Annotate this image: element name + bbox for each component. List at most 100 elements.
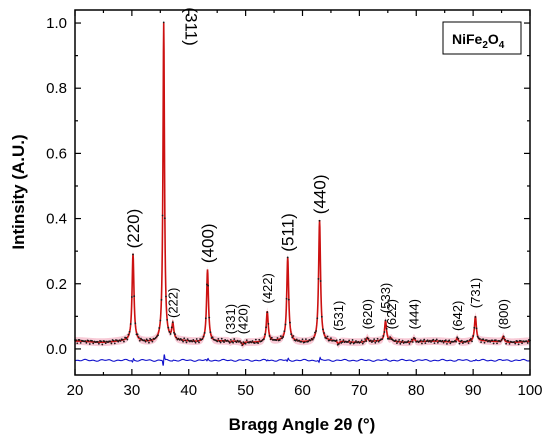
- observed-point: [383, 331, 386, 333]
- observed-point: [507, 340, 510, 342]
- observed-point: [166, 319, 169, 321]
- observed-point: [171, 321, 174, 324]
- y-tick-label: 0.6: [46, 145, 67, 162]
- observed-point: [101, 343, 104, 346]
- y-axis-title: Intinsity (A.U.): [9, 134, 28, 249]
- observed-point: [289, 321, 291, 324]
- observed-point: [76, 342, 79, 345]
- observed-point: [491, 339, 494, 342]
- observed-point: [500, 338, 503, 341]
- observed-point: [360, 339, 363, 342]
- x-tick-label: 20: [67, 382, 84, 399]
- observed-point: [364, 338, 366, 340]
- observed-point: [182, 340, 184, 343]
- peak-label: (440): [311, 175, 330, 215]
- observed-point: [163, 217, 166, 220]
- observed-point: [254, 338, 257, 341]
- observed-point: [123, 340, 125, 343]
- observed-point: [298, 339, 300, 342]
- peak-label: (422): [260, 273, 275, 303]
- observed-point: [382, 335, 385, 337]
- observed-point: [514, 342, 517, 345]
- observed-point: [375, 340, 378, 342]
- observed-point: [338, 343, 340, 345]
- observed-point: [292, 335, 295, 337]
- observed-point: [251, 340, 254, 342]
- observed-point: [241, 344, 244, 347]
- legend-frame: [442, 21, 522, 55]
- observed-point: [473, 326, 476, 329]
- observed-point: [448, 339, 451, 342]
- observed-point: [502, 335, 505, 338]
- observed-point: [229, 339, 232, 341]
- observed-point: [325, 337, 328, 340]
- observed-point: [126, 338, 129, 341]
- observed-point: [137, 336, 140, 339]
- observed-point: [146, 339, 149, 342]
- observed-point: [432, 338, 435, 341]
- observed-point: [269, 338, 272, 341]
- observed-point: [169, 333, 172, 335]
- observed-point: [349, 342, 352, 345]
- observed-point: [430, 341, 432, 343]
- observed-point: [419, 339, 422, 342]
- observed-point: [472, 335, 475, 337]
- peak-label: (222): [165, 288, 180, 318]
- observed-point: [442, 341, 445, 344]
- observed-point: [88, 343, 91, 345]
- observed-point: [455, 340, 457, 343]
- observed-point: [414, 337, 417, 340]
- x-tick-label: 100: [517, 382, 542, 399]
- observed-point: [335, 339, 338, 342]
- observed-point: [262, 338, 265, 341]
- observed-point: [513, 340, 515, 343]
- observed-point: [294, 339, 297, 342]
- observed-point: [223, 341, 225, 343]
- observed-point: [457, 337, 460, 340]
- observed-point: [458, 342, 461, 345]
- legend-box: NiFe2O4: [442, 21, 522, 55]
- observed-point: [154, 336, 157, 339]
- observed-point: [207, 284, 209, 287]
- observed-point: [192, 338, 195, 341]
- observed-point: [119, 340, 122, 342]
- observed-point: [165, 295, 167, 298]
- observed-point: [476, 335, 479, 338]
- observed-point: [318, 219, 321, 222]
- y-tick-label: 0.8: [46, 80, 67, 97]
- observed-point: [384, 319, 387, 322]
- x-axis-title: Bragg Angle 2θ (°): [229, 415, 376, 434]
- observed-point: [461, 342, 464, 345]
- observed-point: [410, 338, 413, 341]
- observed-point: [79, 341, 82, 344]
- observed-point: [397, 340, 399, 343]
- peak-labels: (220) (311) (222) (400) (331)(420) (422) (511)…: [124, 7, 511, 334]
- observed-point: [326, 335, 329, 338]
- observed-point: [305, 338, 307, 341]
- observed-point: [92, 342, 95, 345]
- observed-point: [204, 317, 207, 320]
- legend-sub2: 4: [499, 40, 505, 51]
- observed-point: [365, 340, 368, 342]
- observed-point: [526, 342, 529, 344]
- observed-point: [388, 337, 390, 340]
- observed-point: [133, 295, 136, 298]
- observed-point: [485, 339, 488, 341]
- observed-point: [244, 342, 247, 345]
- observed-point: [153, 337, 156, 340]
- observed-point: [209, 331, 212, 334]
- observed-point: [211, 336, 214, 339]
- observed-point: [194, 341, 197, 344]
- observed-point: [471, 340, 473, 343]
- observed-point: [351, 339, 354, 341]
- observed-point: [287, 298, 290, 301]
- observed-point: [170, 326, 173, 329]
- observed-point: [186, 338, 189, 341]
- observed-point: [267, 322, 270, 325]
- observed-point: [248, 341, 250, 344]
- x-tick-label: 40: [180, 382, 197, 399]
- observed-point: [492, 342, 495, 345]
- observed-point: [198, 341, 200, 344]
